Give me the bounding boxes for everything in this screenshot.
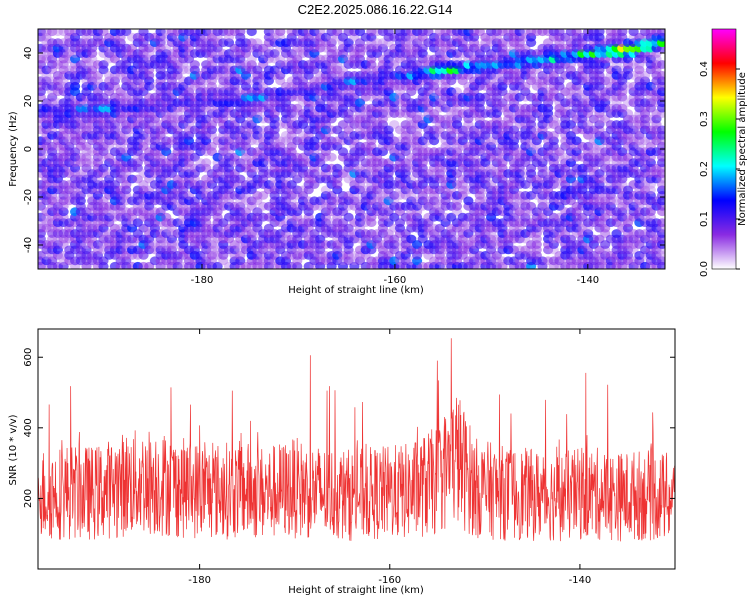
y-tick-label: 400 [23, 418, 34, 437]
x-tick-label: -160 [378, 575, 401, 586]
colorbar-tick-label: 0.4 [699, 61, 710, 77]
heatmap-cell [657, 251, 665, 260]
heatmap-x-axis-label: Height of straight line (km) [288, 285, 424, 296]
x-tick-label: -160 [384, 275, 407, 286]
heatmap-cell [617, 103, 628, 113]
heatmap-cell [246, 29, 257, 37]
heatmap-cell [275, 136, 286, 146]
colorbar-tick-label: 0.1 [699, 211, 710, 227]
heatmap-cell [235, 29, 246, 37]
heatmap-cell [178, 65, 189, 75]
heatmap-cell [109, 76, 120, 86]
heatmap-cell [383, 125, 394, 135]
heatmap-cell [326, 152, 337, 162]
heatmap-x-ticks: -180 -160 -140 [191, 29, 599, 286]
heatmap-cell [269, 49, 280, 58]
heatmap-cell [47, 29, 58, 37]
x-tick-label: -180 [188, 575, 211, 586]
heatmap-cell [155, 29, 166, 37]
heatmap-cell [645, 185, 656, 195]
heatmap-y-ticks: -40 -20 0 20 40 [23, 47, 665, 253]
y-tick-label: 20 [23, 95, 34, 108]
colorbar-frame [711, 28, 737, 270]
heatmap-cells [38, 29, 665, 269]
x-tick-label: -140 [569, 575, 592, 586]
x-tick-label: -180 [191, 275, 214, 286]
chart-title: C2E2.2025.086.16.22.G14 [297, 2, 453, 17]
y-tick-label: 600 [23, 348, 34, 367]
heatmap-cell [212, 261, 223, 269]
heatmap-cell [201, 158, 212, 168]
heatmap-cell [657, 71, 665, 80]
x-tick-label: -140 [576, 275, 599, 286]
heatmap-cell [657, 125, 665, 135]
heatmap-cell [657, 256, 665, 266]
colorbar-ticks: 0.0 0.1 0.2 0.3 0.4 [699, 61, 740, 277]
snr-series-line [38, 338, 675, 542]
snr-y-axis-label: SNR (10 * v/v) [8, 414, 19, 485]
heatmap-cell [252, 125, 263, 135]
y-tick-label: -40 [23, 237, 34, 253]
heatmap-cell [52, 29, 63, 37]
y-tick-label: 0 [23, 146, 34, 152]
heatmap-cell [657, 218, 665, 227]
heatmap-cell [275, 29, 286, 37]
heatmap-panel: -180 -160 -140 -40 -20 0 20 40 Height of strai… [8, 28, 666, 296]
colorbar-gradient [712, 29, 736, 269]
heatmap-cell [326, 38, 337, 47]
heatmap-cell [366, 29, 377, 37]
heatmap-cell [389, 191, 400, 200]
y-tick-label: 200 [23, 489, 34, 508]
snr-x-ticks: -180 -160 -140 [188, 329, 591, 586]
snr-x-axis-label: Height of straight line (km) [288, 585, 424, 596]
heatmap-cell [189, 60, 200, 69]
heatmap-cell [657, 29, 665, 37]
heatmap-cell [98, 60, 109, 69]
heatmap-cell [594, 29, 605, 37]
colorbar-label: Normalized spectral amplitude [737, 72, 748, 226]
y-tick-label: 40 [23, 47, 34, 60]
heatmap-cell [657, 180, 665, 189]
heatmap-cell [81, 152, 92, 162]
snr-panel: -180 -160 -140 200 400 600 Height of straigh… [8, 328, 676, 596]
heatmap-cell [657, 60, 665, 69]
heatmap-cell [634, 65, 645, 75]
colorbar-tick-label: 0.3 [699, 111, 710, 127]
heatmap-cell [206, 240, 217, 249]
colorbar: 0.0 0.1 0.2 0.3 0.4 Normalized spectral ampl… [699, 28, 748, 277]
snr-frame [37, 328, 676, 570]
heatmap-cell [617, 29, 628, 37]
heatmap-cell [121, 29, 132, 37]
colorbar-tick-label: 0.0 [699, 261, 710, 277]
heatmap-y-axis-label: Frequency (Hz) [8, 111, 19, 187]
y-tick-label: -20 [23, 189, 34, 205]
colorbar-tick-label: 0.2 [699, 161, 710, 177]
